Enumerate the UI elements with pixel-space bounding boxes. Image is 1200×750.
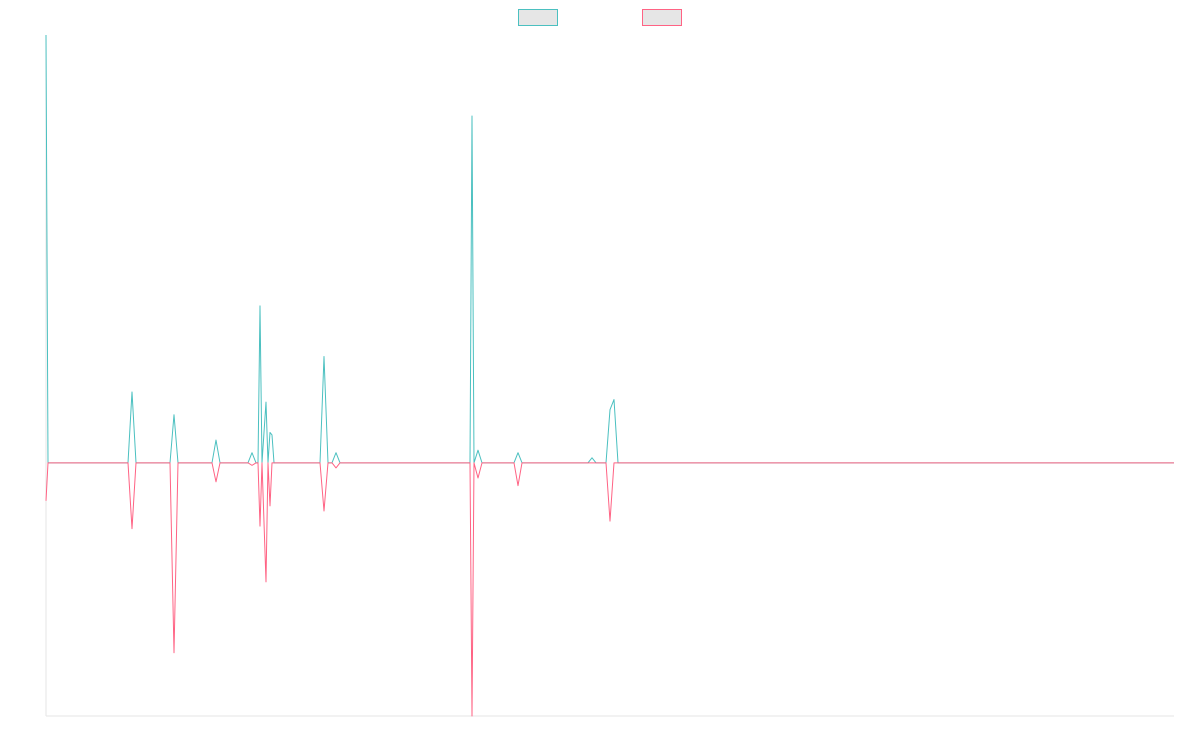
series-line — [45, 34, 1174, 464]
legend — [518, 9, 682, 26]
series-line — [45, 462, 1174, 717]
legend-swatch[interactable] — [518, 9, 558, 26]
legend-swatch[interactable] — [642, 9, 682, 26]
